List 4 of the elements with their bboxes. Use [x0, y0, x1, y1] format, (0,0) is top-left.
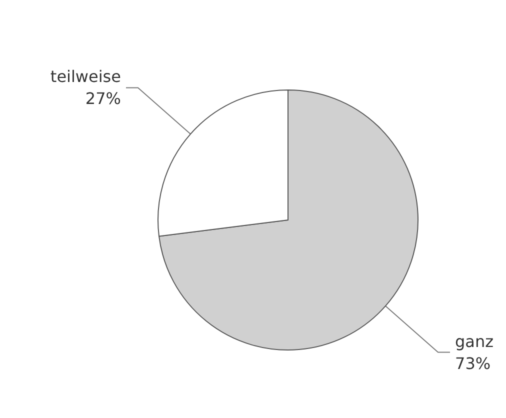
data-label: 27% [85, 89, 121, 108]
slice-label: teilweise [50, 67, 121, 86]
slice-label: ganz [455, 332, 494, 351]
data-label: 73% [455, 354, 491, 373]
